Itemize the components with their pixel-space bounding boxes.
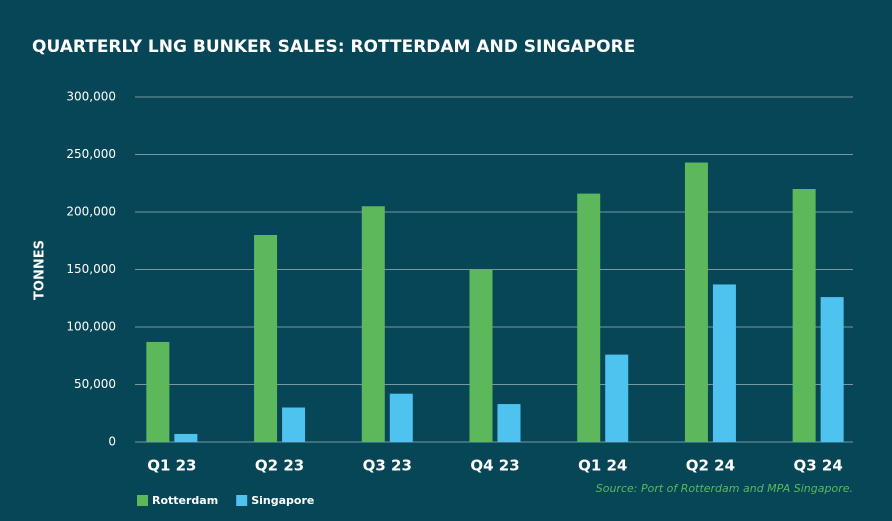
bar	[577, 193, 601, 442]
legend-label: Singapore	[251, 494, 314, 507]
bar	[684, 162, 708, 443]
y-tick-label: 250,000	[66, 147, 116, 161]
bar	[605, 354, 629, 442]
legend-swatch	[236, 495, 248, 506]
x-tick-label: Q3 24	[793, 457, 842, 475]
legend-label: Rotterdam	[152, 494, 218, 507]
bar	[254, 235, 278, 442]
y-tick-label: 150,000	[66, 262, 116, 276]
bar	[146, 341, 170, 442]
legend-swatch	[137, 495, 148, 506]
bar	[820, 297, 844, 442]
y-tick-label: 200,000	[66, 205, 116, 219]
y-tick-label: 300,000	[66, 90, 116, 104]
bar	[361, 206, 385, 442]
y-axis-label: TONNES	[33, 240, 48, 300]
source-note: Source: Port of Rotterdam and MPA Singap…	[596, 482, 853, 495]
x-tick-label: Q4 23	[470, 457, 519, 475]
bar	[282, 407, 306, 442]
x-tick-label: Q2 24	[686, 457, 735, 475]
x-tick-label: Q1 23	[147, 457, 196, 475]
bar	[469, 269, 493, 442]
bar	[497, 404, 521, 442]
x-tick-label: Q1 24	[578, 457, 627, 475]
x-tick-label: Q2 23	[255, 457, 304, 475]
y-tick-label: 0	[108, 435, 116, 449]
y-tick-label: 100,000	[66, 320, 116, 334]
y-tick-label: 50,000	[74, 377, 116, 391]
bar	[712, 284, 736, 442]
bar	[174, 433, 198, 442]
bar	[389, 393, 413, 442]
chart-title: QUARTERLY LNG BUNKER SALES: ROTTERDAM AN…	[32, 37, 635, 57]
bar	[792, 189, 816, 442]
x-tick-label: Q3 23	[363, 457, 412, 475]
